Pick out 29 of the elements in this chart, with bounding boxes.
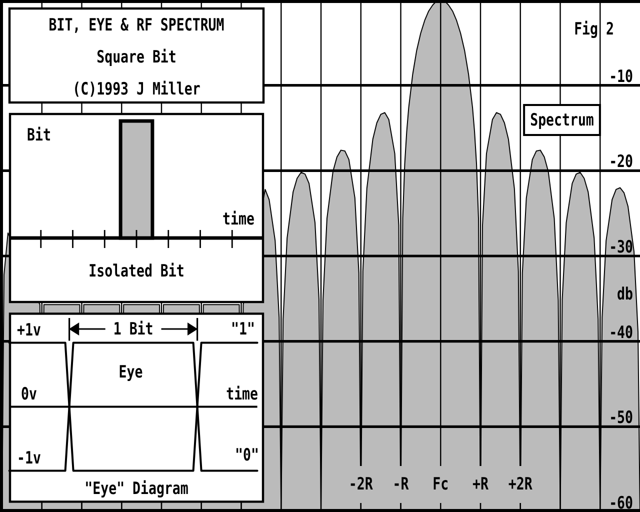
annotation: 1 Bit — [113, 318, 154, 340]
y-tick-label: -50 — [609, 408, 633, 428]
text: time — [222, 208, 254, 230]
annotation: "0" — [235, 444, 259, 466]
text: Bit — [27, 124, 51, 146]
y-tick-label: +1v — [17, 320, 41, 340]
annotation: "1" — [231, 318, 255, 340]
annotation: Fig 2 — [574, 18, 614, 40]
text: Square Bit — [96, 46, 176, 68]
y-tick-label: -40 — [609, 322, 633, 342]
annotation: Spectrum — [530, 110, 594, 130]
annotation: (C)1993 J Miller — [72, 78, 200, 100]
x-axis-title: time — [226, 384, 258, 404]
y-tick-label: -60 — [609, 492, 633, 512]
y-tick-label: 0v — [21, 384, 37, 404]
x-tick-label: Fc — [432, 474, 449, 494]
x-tick-label: +2R — [508, 474, 534, 494]
y-tick-label: -30 — [609, 236, 633, 258]
x-tick-label: -2R — [348, 474, 374, 494]
y-tick-label: -1v — [17, 448, 41, 468]
text: Isolated Bit — [88, 260, 184, 282]
annotation: Eye — [118, 362, 143, 382]
y-axis-title: db — [617, 284, 633, 304]
x-tick-label: -R — [392, 474, 410, 494]
text: BIT, EYE & RF SPECTRUM — [48, 14, 224, 36]
y-tick-label: -10 — [609, 66, 633, 86]
text: "Eye" Diagram — [84, 478, 188, 499]
y-tick-label: -20 — [609, 152, 633, 172]
x-tick-label: +R — [472, 474, 490, 494]
